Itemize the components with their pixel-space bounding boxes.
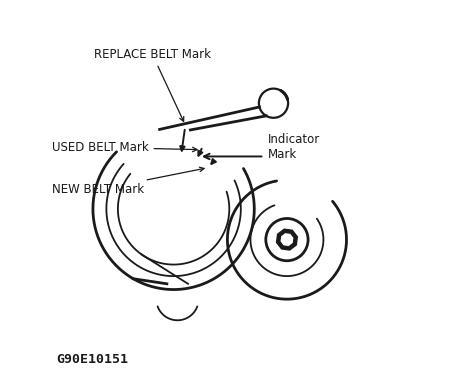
Text: NEW BELT Mark: NEW BELT Mark	[52, 167, 204, 196]
Text: G90E10151: G90E10151	[56, 353, 128, 366]
Polygon shape	[281, 234, 292, 245]
Polygon shape	[276, 229, 297, 250]
Text: REPLACE BELT Mark: REPLACE BELT Mark	[94, 48, 211, 122]
Text: USED BELT Mark: USED BELT Mark	[52, 141, 197, 154]
Text: Indicator
Mark: Indicator Mark	[268, 133, 320, 161]
